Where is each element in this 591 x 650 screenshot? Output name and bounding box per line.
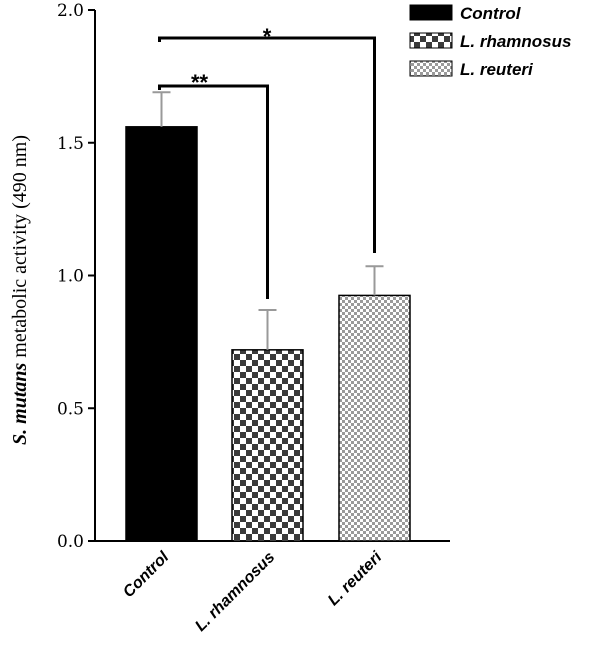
- error-bars: [152, 91, 384, 350]
- legend-label: L. reuteri: [460, 60, 534, 79]
- legend-entry-control: Control: [409, 4, 522, 23]
- x-tick-label-l-reuteri: L. reuteri: [325, 548, 386, 609]
- significance-label: **: [191, 70, 209, 95]
- legend-label: Control: [460, 4, 522, 23]
- y-tick-label: 2.0: [57, 1, 84, 21]
- legend-swatch: [409, 32, 453, 49]
- bar-l-rhamnosus: [231, 349, 304, 542]
- bars: [125, 126, 411, 542]
- x-tick-label-control: Control: [120, 548, 173, 601]
- legend-entry-l-rhamnosus: L. rhamnosus: [409, 32, 571, 51]
- error-bar-l-rhamnosus: [258, 309, 277, 350]
- y-ticks: 0.0 0.5 1.0 1.5 2.0: [57, 1, 95, 552]
- y-axis-label-measure: metabolic activity (490 nm): [9, 135, 31, 363]
- y-tick-label: 0.0: [57, 532, 84, 552]
- legend-label: L. rhamnosus: [460, 32, 571, 51]
- y-axis-label-species: S. mutans: [9, 363, 31, 445]
- y-tick-label: 1.5: [57, 134, 84, 154]
- error-bar-l-reuteri: [365, 265, 384, 296]
- significance-label: *: [263, 24, 272, 49]
- bar-l-reuteri: [338, 294, 411, 542]
- x-tick-label-l-rhamnosus: L. rhamnosus: [192, 549, 278, 635]
- y-tick-label: 1.0: [57, 267, 84, 287]
- y-axis-label: S. mutans metabolic activity (490 nm): [9, 135, 31, 445]
- legend: Control L. rhamnosus L. reuteri: [409, 4, 571, 79]
- significance-bracket: **: [158, 70, 269, 299]
- category-labels: Control L. rhamnosus L. reuteri: [120, 548, 386, 635]
- legend-swatch: [409, 60, 453, 77]
- bar-control: [125, 126, 198, 542]
- y-tick-label: 0.5: [57, 399, 84, 419]
- significance-brackets: ***: [158, 24, 376, 299]
- legend-swatch: [409, 4, 453, 21]
- significance-bracket: *: [158, 24, 376, 253]
- error-bar-control: [152, 91, 171, 127]
- legend-entry-l-reuteri: L. reuteri: [409, 60, 534, 79]
